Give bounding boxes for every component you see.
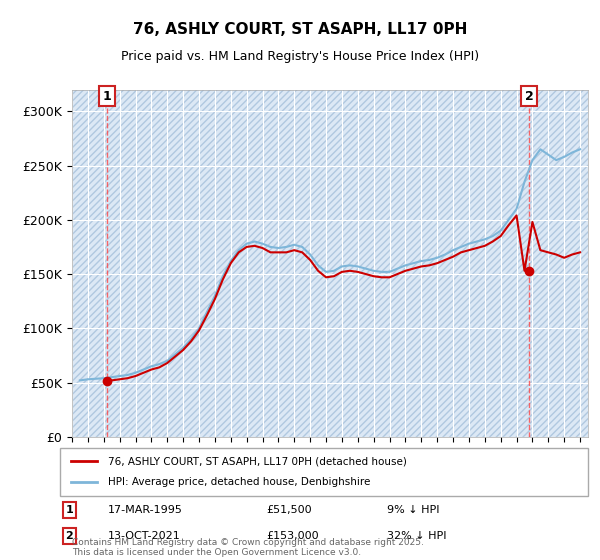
Text: 17-MAR-1995: 17-MAR-1995 (107, 505, 182, 515)
Text: £51,500: £51,500 (266, 505, 311, 515)
Text: HPI: Average price, detached house, Denbighshire: HPI: Average price, detached house, Denb… (107, 477, 370, 487)
Text: 1: 1 (103, 90, 112, 102)
Text: Price paid vs. HM Land Registry's House Price Index (HPI): Price paid vs. HM Land Registry's House … (121, 50, 479, 63)
Text: Contains HM Land Registry data © Crown copyright and database right 2025.
This d: Contains HM Land Registry data © Crown c… (72, 538, 424, 557)
Text: 1: 1 (65, 505, 73, 515)
Text: 76, ASHLY COURT, ST ASAPH, LL17 0PH (detached house): 76, ASHLY COURT, ST ASAPH, LL17 0PH (det… (107, 456, 406, 466)
FancyBboxPatch shape (60, 448, 588, 496)
Text: £153,000: £153,000 (266, 531, 319, 541)
Text: 9% ↓ HPI: 9% ↓ HPI (388, 505, 440, 515)
Text: 2: 2 (525, 90, 533, 102)
Text: 13-OCT-2021: 13-OCT-2021 (107, 531, 180, 541)
Text: 32% ↓ HPI: 32% ↓ HPI (388, 531, 447, 541)
Text: 76, ASHLY COURT, ST ASAPH, LL17 0PH: 76, ASHLY COURT, ST ASAPH, LL17 0PH (133, 22, 467, 38)
Text: 2: 2 (65, 531, 73, 541)
